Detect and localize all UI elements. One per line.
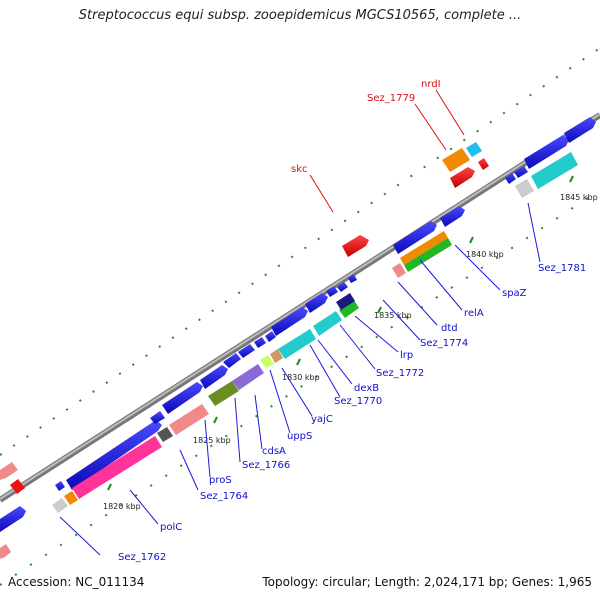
gene-block[interactable] — [208, 381, 239, 406]
kbp-label-1825: 1825 kbp — [193, 436, 231, 445]
gene-label-skc[interactable]: skc — [291, 164, 308, 175]
gene-label-lrp[interactable]: lrp — [400, 350, 413, 361]
gene-label-sez-1774[interactable]: Sez_1774 — [420, 338, 468, 349]
gene-block[interactable] — [10, 479, 25, 494]
gene-block[interactable] — [305, 293, 328, 313]
gene-nrdi[interactable] — [466, 142, 482, 157]
gene-block[interactable] — [169, 404, 209, 435]
gene-block[interactable] — [440, 206, 465, 227]
gene-block[interactable] — [232, 364, 264, 390]
gene-block[interactable] — [400, 231, 448, 265]
gene-label-sez-1764[interactable]: Sez_1764 — [200, 491, 248, 502]
gene-label-dtd[interactable]: dtd — [441, 323, 458, 334]
outer-dotted-track — [0, 47, 600, 456]
gene-block[interactable] — [392, 263, 406, 278]
gene-block[interactable] — [450, 167, 475, 188]
forward-genes[interactable] — [0, 117, 596, 532]
gene-block[interactable] — [0, 506, 26, 532]
gene-block[interactable] — [265, 331, 276, 342]
label-leaders — [59, 89, 541, 556]
gene-block[interactable] — [393, 221, 437, 254]
outer-genes[interactable] — [342, 142, 489, 257]
gene-block[interactable] — [514, 166, 528, 178]
gene-block[interactable] — [336, 293, 355, 310]
gene-block[interactable] — [339, 300, 359, 318]
map-title: Streptococcus equi subsp. zooepidemicus … — [78, 8, 522, 23]
genome-backbone-highlight — [0, 113, 600, 500]
kbp-label-1830: 1830 kbp — [282, 373, 320, 382]
accession-text: Accession: NC_011134 — [8, 575, 145, 589]
summary-text: Topology: circular; Length: 2,024,171 bp… — [262, 575, 592, 589]
gene-label-sez-1770[interactable]: Sez_1770 — [334, 396, 382, 407]
kbp-label-1835: 1835 kbp — [374, 311, 412, 320]
gene-block[interactable] — [254, 337, 266, 348]
gene-block[interactable] — [64, 491, 78, 505]
gene-block[interactable] — [505, 173, 516, 184]
gene-block[interactable] — [0, 462, 18, 480]
gene-block[interactable] — [278, 329, 316, 359]
kbp-label-1820: 1820 kbp — [103, 502, 141, 511]
scale-ticks — [107, 175, 574, 491]
gene-block[interactable] — [270, 349, 283, 363]
gene-label-yajc[interactable]: yajC — [311, 414, 333, 425]
gene-label-upps[interactable]: uppS — [287, 431, 312, 442]
gene-block[interactable] — [55, 481, 65, 491]
gene-block[interactable] — [531, 152, 578, 189]
gene-block[interactable] — [66, 420, 162, 490]
gene-block[interactable] — [515, 179, 534, 198]
gene-label-rela[interactable]: relA — [464, 308, 484, 319]
gene-skc[interactable] — [342, 235, 369, 257]
gene-label-sez-1766[interactable]: Sez_1766 — [242, 460, 290, 471]
gene-block[interactable] — [0, 544, 11, 559]
gene-label-dexb[interactable]: dexB — [354, 383, 379, 394]
gene-block[interactable] — [337, 282, 348, 292]
gene-block[interactable] — [404, 238, 452, 272]
gene-block[interactable] — [157, 427, 173, 442]
gene-label-sez-1772[interactable]: Sez_1772 — [376, 368, 424, 379]
gene-block[interactable] — [200, 365, 228, 389]
gene-sez-1779[interactable] — [442, 148, 470, 172]
gene-label-sez-1779[interactable]: Sez_1779 — [367, 93, 415, 104]
gene-block[interactable] — [260, 355, 274, 368]
gene-label-cdsa[interactable]: cdsA — [262, 446, 286, 457]
gene-block[interactable] — [348, 274, 357, 283]
gene-block[interactable] — [478, 158, 489, 170]
reverse-genes[interactable] — [0, 152, 578, 559]
gene-label-sez-1762[interactable]: Sez_1762 — [118, 552, 166, 563]
gene-block[interactable] — [150, 411, 165, 424]
gene-label-spaz[interactable]: spaZ — [502, 288, 527, 299]
gene-block[interactable] — [524, 135, 569, 169]
gene-block[interactable] — [238, 344, 255, 358]
gene-block[interactable] — [52, 498, 68, 513]
gene-label-nrdi[interactable]: nrdI — [421, 79, 441, 90]
gene-block[interactable] — [564, 117, 596, 143]
gene-block[interactable] — [326, 286, 338, 297]
gene-label-pros[interactable]: proS — [209, 475, 232, 486]
gene-block[interactable] — [223, 353, 241, 368]
inner-dotted-track — [0, 189, 600, 586]
gene-block[interactable] — [72, 436, 162, 499]
kbp-label-1840: 1840 kbp — [466, 250, 504, 259]
gene-label-polc[interactable]: polC — [160, 522, 182, 533]
gene-block[interactable] — [313, 311, 342, 336]
gene-block[interactable] — [271, 307, 308, 336]
kbp-label-1845: 1845 kbp — [560, 193, 598, 202]
gene-block[interactable] — [162, 382, 203, 414]
gene-label-sez-1781[interactable]: Sez_1781 — [538, 263, 586, 274]
